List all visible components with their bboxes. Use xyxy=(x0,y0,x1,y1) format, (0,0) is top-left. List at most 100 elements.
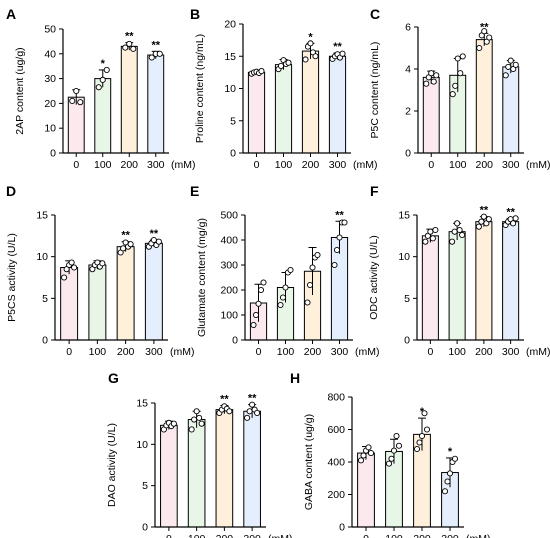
significance-marker: * xyxy=(101,58,106,70)
data-point xyxy=(120,245,127,252)
y-axis-label: P5C content (ng/mL) xyxy=(369,42,381,139)
x-tick-label: 0 xyxy=(256,346,262,358)
data-point xyxy=(306,281,314,289)
data-point xyxy=(155,238,162,245)
y-tick-label: 2 xyxy=(405,106,411,118)
y-tick-label: 15 xyxy=(398,210,410,222)
data-point xyxy=(250,321,257,329)
x-tick-label: 100 xyxy=(89,346,107,358)
data-point xyxy=(459,231,466,239)
bar-300 xyxy=(502,66,520,154)
data-point xyxy=(260,279,267,286)
data-point xyxy=(449,91,456,98)
data-point xyxy=(287,266,294,274)
data-point xyxy=(416,439,423,446)
data-point xyxy=(456,226,463,234)
panel-letter: F xyxy=(370,183,379,199)
data-point xyxy=(126,40,133,47)
significance-marker: * xyxy=(448,446,453,458)
x-unit-label: (mM) xyxy=(355,346,380,358)
y-tick-label: 400 xyxy=(327,457,345,469)
y-tick-label: 0 xyxy=(230,148,236,160)
y-axis-label: ODC activity (U/L) xyxy=(368,235,380,320)
data-point xyxy=(61,274,68,281)
data-point xyxy=(451,455,459,462)
data-point xyxy=(475,223,482,230)
data-point xyxy=(257,286,265,294)
data-point xyxy=(246,408,253,415)
bar-200 xyxy=(116,246,135,341)
x-tick-label: 300 xyxy=(331,346,349,358)
data-point xyxy=(360,452,367,459)
data-point xyxy=(451,228,458,235)
x-tick-label: 300 xyxy=(441,533,459,538)
panel-letter: H xyxy=(290,370,300,386)
y-tick-label: 400 xyxy=(220,235,238,247)
data-point xyxy=(507,57,514,64)
data-point xyxy=(331,261,338,269)
x-tick-label: 0 xyxy=(254,159,260,171)
bar-100 xyxy=(187,419,206,528)
data-point xyxy=(77,99,84,106)
panel-e: E 0 100 200 ** 300 0 100 200 300 400 500 Glutamate c… xyxy=(190,183,380,358)
bar-200 xyxy=(475,221,493,341)
data-point xyxy=(103,66,110,73)
y-tick-label: 5 xyxy=(142,480,148,492)
x-tick-label: 0 xyxy=(427,346,433,358)
data-point xyxy=(365,444,372,451)
x-unit-label: (mM) xyxy=(171,159,196,171)
panel-b: B 0 100 * 200 ** 300 0 5 10 15 20 Proline content (n… xyxy=(190,6,378,171)
x-tick-label: 200 xyxy=(216,533,234,538)
significance-marker: * xyxy=(308,31,313,43)
data-point xyxy=(428,70,435,77)
bar-200 xyxy=(301,50,320,154)
bar-0 xyxy=(160,424,178,528)
data-point xyxy=(418,432,426,440)
y-tick-label: 500 xyxy=(220,210,238,222)
y-tick-label: 0 xyxy=(339,522,345,534)
data-point xyxy=(255,300,262,307)
bar-0 xyxy=(247,71,266,154)
x-tick-label: 200 xyxy=(475,159,493,171)
data-point xyxy=(433,72,440,79)
data-point xyxy=(336,234,343,241)
y-tick-label: 50 xyxy=(44,24,56,36)
y-tick-label: 0 xyxy=(50,148,56,160)
y-tick-label: 5 xyxy=(404,293,410,305)
y-tick-label: 800 xyxy=(327,392,345,404)
significance-marker: ** xyxy=(151,39,160,51)
bar-0 xyxy=(422,76,440,154)
panel-a: A 0 * 100 ** 200 ** 300 0 10 20 30 40 50 2AP content (… xyxy=(6,6,196,171)
x-tick-label: 0 xyxy=(363,533,369,538)
bar-300 xyxy=(243,410,261,528)
x-tick-label: 100 xyxy=(385,533,403,538)
data-point xyxy=(413,445,421,453)
data-point xyxy=(312,53,319,60)
bar-100 xyxy=(274,64,293,154)
data-point xyxy=(277,62,285,69)
data-point xyxy=(441,488,449,495)
panel-g: G 0 100 ** 200 ** 300 0 5 10 15 DAO activity (U/L) (… xyxy=(106,370,293,538)
y-tick-label: 0 xyxy=(404,335,410,347)
data-point xyxy=(252,311,260,319)
data-point xyxy=(459,53,466,60)
panel-letter: B xyxy=(190,6,200,22)
y-axis-label: 2AP content (ug/g) xyxy=(14,47,26,134)
panel-letter: G xyxy=(108,370,119,386)
x-tick-label: 100 xyxy=(94,159,112,171)
panel-d: D 0 100 ** 200 ** 300 0 5 10 15 P5CS activity (U/L)… xyxy=(6,183,195,358)
x-tick-label: 0 xyxy=(428,159,434,171)
panel-c: C 0 100 ** 200 300 0 2 4 6 P5C content (ng/mL) (mM) xyxy=(369,6,550,171)
significance-marker: ** xyxy=(333,41,342,53)
data-point xyxy=(512,61,519,68)
data-point xyxy=(452,82,459,89)
bar-100 xyxy=(88,264,107,341)
significance-marker: ** xyxy=(480,21,489,33)
data-point xyxy=(457,70,464,77)
y-tick-label: 10 xyxy=(224,83,236,95)
x-tick-label: 200 xyxy=(120,159,138,171)
y-tick-label: 200 xyxy=(327,489,345,501)
x-unit-label: (mM) xyxy=(526,346,550,358)
bar-300 xyxy=(147,54,165,154)
bar-0 xyxy=(67,96,85,154)
